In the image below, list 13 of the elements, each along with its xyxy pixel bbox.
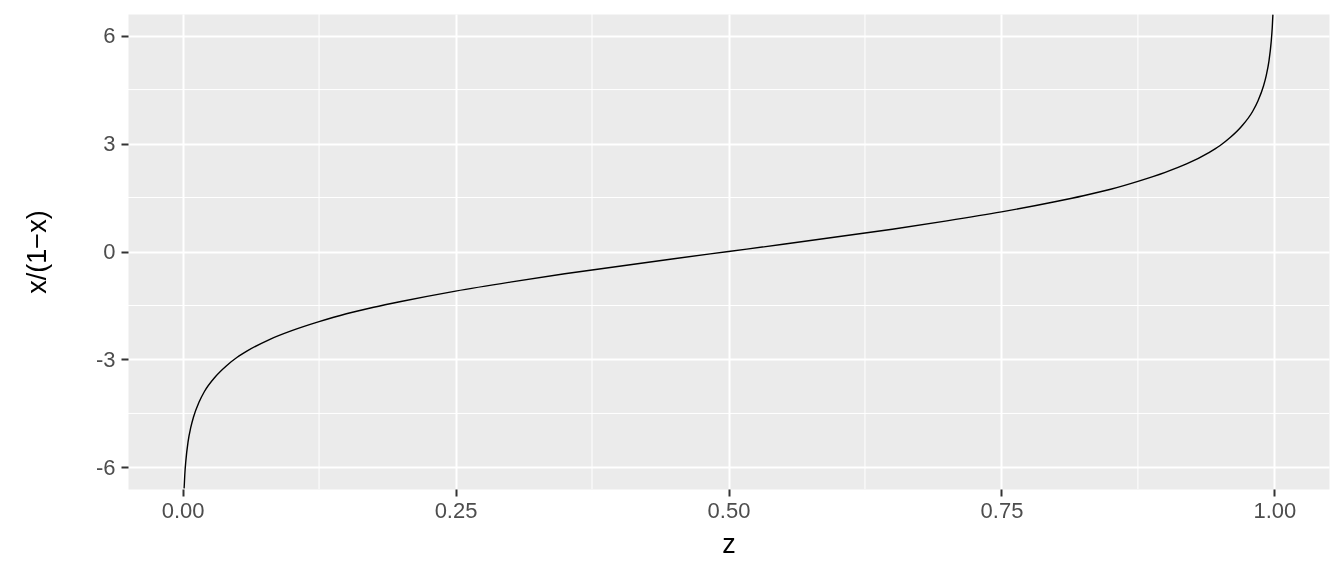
x-tick-label: 0.75 xyxy=(980,497,1024,523)
line-series xyxy=(183,14,1274,489)
x-tick-label: 0.00 xyxy=(161,497,205,523)
y-tick-label: -6 xyxy=(95,454,116,480)
y-tick-label: -3 xyxy=(95,346,116,372)
x-axis-title: z xyxy=(722,528,736,559)
x-tick-label: 0.25 xyxy=(434,497,478,523)
y-axis-title: x/(1−x) xyxy=(21,210,52,294)
x-tick-label: 1.00 xyxy=(1253,497,1297,523)
y-tick-label: 0 xyxy=(103,239,116,264)
x-tick-label: 0.50 xyxy=(707,497,751,523)
y-tick-label: 3 xyxy=(103,131,116,157)
y-tick-label: 6 xyxy=(103,23,116,49)
